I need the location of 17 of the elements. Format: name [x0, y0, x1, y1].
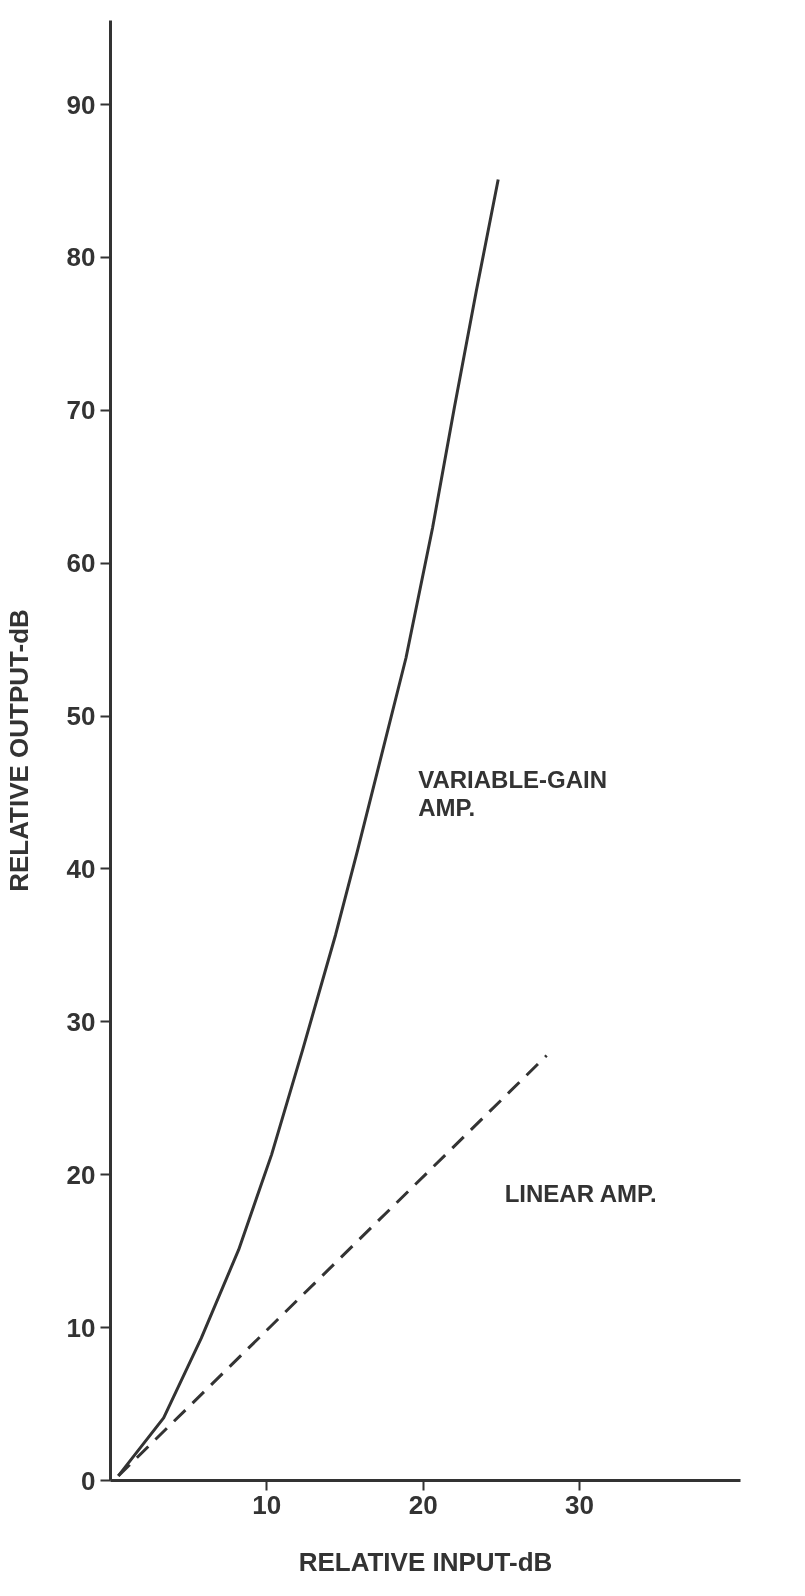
y-tick-label: 70	[66, 395, 96, 426]
x-tick-label: 30	[565, 1489, 594, 1520]
y-tick-label: 20	[66, 1159, 96, 1190]
y-tick-label: 10	[66, 1312, 96, 1343]
y-tick-label: 90	[66, 89, 96, 120]
y-tick-label: 30	[66, 1006, 96, 1037]
series-label: VARIABLE-GAIN AMP.	[418, 765, 608, 821]
y-tick-label: 50	[66, 701, 96, 732]
text: LINEAR AMP.	[504, 1179, 657, 1207]
x-axis-title: RELATIVE INPUT-dB	[298, 1546, 553, 1577]
y-tick-label: 0	[81, 1465, 96, 1496]
x-tick-label: 20	[408, 1489, 438, 1520]
x-tick-label: 10	[252, 1489, 282, 1520]
y-axis-title: RELATIVE OUTPUT-dB	[3, 609, 34, 892]
y-tick-label: 40	[66, 853, 96, 884]
y-tick-label: 60	[66, 548, 96, 579]
y-tick-label: 80	[66, 242, 96, 273]
